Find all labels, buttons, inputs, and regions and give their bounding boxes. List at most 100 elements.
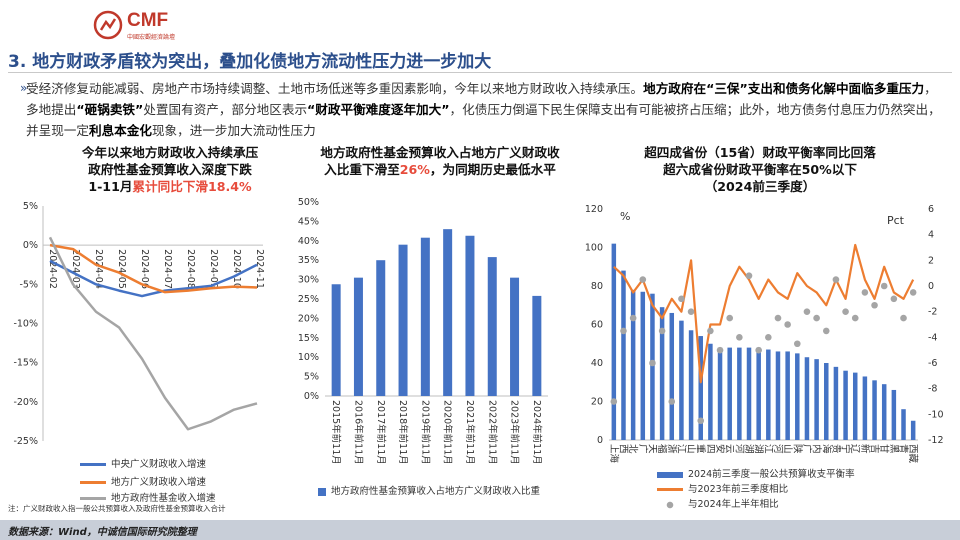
- chart1-title-line3b: 累计同比下滑18.4%: [132, 179, 252, 194]
- chart3-bar: [795, 353, 800, 440]
- chart3-x-tick-label: 黑: [888, 444, 899, 454]
- chart1-y-tick-label: 5%: [23, 201, 38, 212]
- chart3-bar: [901, 409, 906, 440]
- chart2-y-tick-label: 0%: [304, 391, 319, 402]
- chart3-left-tick-label: 60: [591, 320, 603, 331]
- chart1-x-tick-label: 2024-02: [47, 249, 58, 289]
- chart1-y-tick-label: -15%: [13, 358, 38, 369]
- para-text-3: 处置国有资产，部分地区表示: [143, 102, 308, 117]
- chart3-right-tick-label: -12: [928, 435, 944, 446]
- chart3-bar: [708, 343, 713, 440]
- chart3-right-tick-label: -10: [928, 409, 944, 420]
- chart2-bar: [532, 295, 542, 396]
- chart1-x-tick-label: 2024-09: [208, 249, 219, 289]
- chart3-legend-dots: 与2024年上半年相比: [657, 496, 779, 510]
- chart1-x-tick-label: 2024-06: [139, 249, 150, 289]
- chart2-bar: [465, 235, 475, 396]
- legend-swatch: [657, 488, 683, 491]
- chart3-bar: [746, 347, 752, 440]
- chart2-legend: 地方政府性基金预算收入占地方广义财政收入比重: [318, 483, 540, 497]
- para-bold-3: “财政平衡难度逐年加大”: [307, 102, 450, 117]
- chart3-dot: [610, 398, 618, 405]
- legend-swatch: [80, 481, 106, 484]
- chart3-bar: [843, 370, 848, 440]
- para-text-1: 受经济修复动能减弱、房地产市场持续调整、土地市场低迷等多重因素影响，今年以来地方…: [26, 81, 644, 96]
- legend-label: 地方政府性基金收入增速: [111, 493, 216, 504]
- chart2-y-tick-label: 45%: [298, 216, 319, 227]
- chart3-dot: [745, 272, 753, 280]
- chart3-dot: [755, 346, 762, 354]
- chart3-bar: [756, 347, 761, 440]
- chart1-x-tick-label: 2024-10: [231, 249, 242, 289]
- chart3-x-tick-label: 西: [617, 444, 628, 454]
- chart3-right-tick-label: 2: [928, 255, 934, 266]
- chart3-x-tick-label: 广: [637, 444, 649, 454]
- chart3-bar: [611, 243, 617, 440]
- para-bold-1: 地方政府在“三保”支出和债务化解中面临多重压力: [643, 81, 925, 96]
- chart2-title-line2c: ，为同期历史最低水平: [429, 162, 556, 177]
- chart2-x-tick-label: 2019年前11月: [419, 400, 431, 465]
- chart3-dot: [649, 359, 656, 367]
- legend-label: 与2023年前三季度相比: [688, 484, 789, 495]
- chart3-dot: [832, 276, 840, 283]
- chart3-x-tick-label: 四: [704, 444, 715, 454]
- chart1-legend-fund: 地方政府性基金收入增速: [80, 490, 216, 504]
- para-text-4: ，化债压力倒逼下民生保障支出有可能被挤占压缩；此外，地方债务付息压力仍然突出，并…: [26, 102, 941, 138]
- chart3-dot: [803, 308, 811, 315]
- chart3-left-unit: %: [620, 210, 631, 223]
- chart2-title: 地方政府性基金预算收入占地方广义财政收 入比重下滑至26%，为同期历史最低水平: [295, 144, 585, 178]
- chart3-dot: [774, 314, 782, 322]
- source-footer: 数据来源：Wind，中诚信国际研究院整理: [0, 520, 960, 540]
- chart3-x-tick-label: 北: [627, 444, 638, 454]
- chart3-bar: [688, 330, 694, 440]
- chart3-dot: [793, 340, 801, 348]
- chart3-dot: [784, 321, 791, 328]
- chart3-bar: [891, 389, 897, 440]
- chart3-bar: [717, 347, 723, 440]
- chart3-bar: [630, 289, 636, 440]
- chart2-x-tick-label: 2017年前11月: [375, 400, 387, 465]
- chart1-x-tick-label: 2024-08: [185, 249, 196, 289]
- chart3-dot: [658, 327, 666, 335]
- chart3-dot: [726, 314, 734, 322]
- chart3-right-tick-label: 0: [928, 281, 934, 292]
- legend-label: 地方政府性基金预算收入占地方广义财政收入比重: [331, 486, 541, 497]
- chart2-bar: [331, 284, 341, 396]
- chart3-x-tick-label: 上海: [608, 444, 620, 464]
- chart3-bar: [775, 351, 781, 440]
- chart3-title-line3: （2024前三季度）: [704, 179, 816, 194]
- chart3-x-tick-label: 宁: [840, 444, 852, 454]
- chart3-bar: [698, 336, 703, 440]
- chart1-title-line3a: 1-11月: [88, 179, 133, 194]
- chart2-bar: [376, 260, 386, 396]
- chart1-x-tick-label: 2024-11: [254, 249, 265, 289]
- chart3-dot: [890, 295, 898, 303]
- chart3-left-tick-label: 40: [591, 358, 603, 369]
- legend-label: 与2024年上半年相比: [688, 499, 779, 510]
- chart3-dot: [822, 327, 830, 335]
- chart1-y-tick-label: -20%: [13, 397, 38, 408]
- logo-name: CMF: [127, 10, 169, 31]
- source-text: 数据来源：Wind，中诚信国际研究院整理: [8, 527, 197, 538]
- chart2-bar: [443, 229, 453, 396]
- chart3-x-tick-label: 贵: [830, 444, 842, 454]
- chart1-x-tick-label: 2024-04: [93, 249, 104, 289]
- chart3-bar: [814, 359, 819, 440]
- chart3-left-tick-label: 20: [591, 397, 603, 408]
- chart1-series-line-0: [49, 259, 258, 298]
- chart3-x-tick-label: 山: [782, 444, 793, 454]
- chart3-dot: [707, 327, 714, 335]
- chart3-x-tick-label: 新: [859, 444, 871, 454]
- chart3-x-tick-label: 内: [811, 444, 823, 454]
- chart3-bar: [824, 363, 829, 440]
- chart3-x-tick-label: 西藏: [907, 444, 919, 464]
- chart3-bar: [727, 347, 732, 440]
- chart3-change-line: [613, 243, 915, 384]
- chart2-x-tick-label: 2022年前11月: [486, 400, 498, 465]
- chart3-x-tick-label: 天: [646, 444, 657, 454]
- chart2-y-tick-label: 20%: [298, 313, 319, 324]
- chart2-y-tick-label: 40%: [298, 236, 319, 247]
- chart2-x-tick-label: 2016年前11月: [352, 400, 364, 465]
- chart3-bar: [833, 366, 839, 440]
- chart3-dot: [842, 308, 849, 315]
